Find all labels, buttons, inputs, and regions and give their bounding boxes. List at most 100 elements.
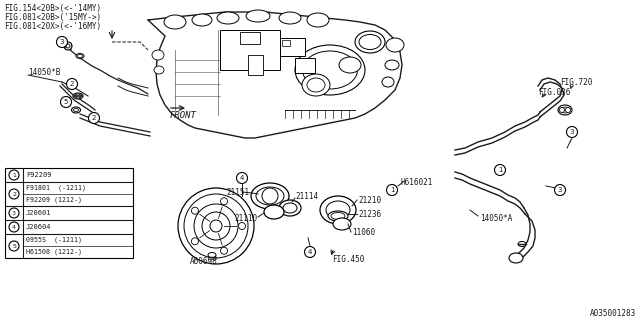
- Bar: [220, 30, 280, 70]
- Ellipse shape: [331, 212, 345, 220]
- Circle shape: [191, 207, 198, 214]
- Circle shape: [191, 238, 198, 245]
- Circle shape: [88, 113, 99, 124]
- Text: H616021: H616021: [400, 178, 433, 187]
- Circle shape: [56, 36, 67, 47]
- Text: 2: 2: [70, 81, 74, 87]
- Text: A60698: A60698: [190, 258, 218, 267]
- Circle shape: [67, 78, 77, 90]
- Text: 2: 2: [92, 115, 96, 121]
- Text: F92209: F92209: [26, 172, 51, 178]
- Bar: [280, 38, 305, 56]
- Ellipse shape: [518, 242, 526, 246]
- Circle shape: [221, 198, 228, 205]
- Ellipse shape: [385, 60, 399, 70]
- Bar: [5, 168, 133, 258]
- Ellipse shape: [192, 14, 212, 26]
- Ellipse shape: [295, 45, 365, 95]
- Ellipse shape: [302, 74, 330, 96]
- Circle shape: [9, 222, 19, 232]
- Text: J20604: J20604: [26, 224, 51, 230]
- Text: 0955S  (-1211): 0955S (-1211): [26, 237, 82, 243]
- Text: 21236: 21236: [358, 210, 381, 219]
- Text: FIG.081<20X>(<-'16MY): FIG.081<20X>(<-'16MY): [4, 21, 101, 30]
- Ellipse shape: [328, 211, 348, 221]
- Circle shape: [566, 126, 577, 138]
- Text: 1: 1: [12, 172, 16, 178]
- Ellipse shape: [279, 12, 301, 24]
- Ellipse shape: [72, 107, 81, 113]
- Text: H61508 (1212-): H61508 (1212-): [26, 249, 82, 255]
- Circle shape: [9, 189, 19, 199]
- Text: FRONT: FRONT: [170, 110, 197, 119]
- Ellipse shape: [279, 200, 301, 216]
- Text: FIG.036: FIG.036: [538, 87, 570, 97]
- Circle shape: [221, 247, 228, 254]
- Text: 21114: 21114: [295, 191, 318, 201]
- Circle shape: [9, 208, 19, 218]
- Ellipse shape: [73, 93, 83, 99]
- Circle shape: [194, 204, 238, 248]
- Text: 4: 4: [240, 175, 244, 181]
- Text: FIG.154<20B>(<-'14MY): FIG.154<20B>(<-'14MY): [4, 4, 101, 12]
- Ellipse shape: [77, 54, 83, 58]
- Text: FIG.450: FIG.450: [332, 255, 364, 265]
- Ellipse shape: [382, 77, 394, 87]
- Circle shape: [210, 220, 222, 232]
- Text: 21151: 21151: [226, 188, 249, 196]
- Ellipse shape: [509, 253, 523, 263]
- Text: A035001283: A035001283: [589, 309, 636, 318]
- Circle shape: [495, 164, 506, 175]
- Ellipse shape: [320, 196, 356, 224]
- Ellipse shape: [164, 15, 186, 29]
- Circle shape: [66, 44, 70, 48]
- Ellipse shape: [251, 183, 289, 209]
- Circle shape: [202, 212, 230, 240]
- Circle shape: [239, 222, 246, 229]
- Text: 3: 3: [12, 211, 16, 215]
- Text: F91801  (-1211): F91801 (-1211): [26, 185, 86, 191]
- Text: 2: 2: [12, 191, 16, 196]
- Text: 5: 5: [64, 99, 68, 105]
- Text: FIG.081<20B>('15MY->): FIG.081<20B>('15MY->): [4, 12, 101, 21]
- Text: 3: 3: [557, 187, 563, 193]
- Circle shape: [237, 172, 248, 183]
- Text: 1: 1: [390, 187, 394, 193]
- Ellipse shape: [561, 107, 569, 113]
- Circle shape: [554, 185, 566, 196]
- Text: 21210: 21210: [358, 196, 381, 204]
- Circle shape: [9, 170, 19, 180]
- Ellipse shape: [386, 38, 404, 52]
- Text: J20601: J20601: [26, 210, 51, 216]
- Text: 1: 1: [498, 167, 502, 173]
- Bar: [248, 55, 263, 75]
- Bar: [240, 32, 260, 44]
- Ellipse shape: [76, 53, 84, 59]
- Text: F92209 (1212-): F92209 (1212-): [26, 197, 82, 203]
- Text: 21110: 21110: [235, 213, 258, 222]
- Ellipse shape: [154, 66, 164, 74]
- Text: 14050*B: 14050*B: [28, 68, 60, 76]
- Circle shape: [9, 241, 19, 251]
- Ellipse shape: [333, 218, 351, 230]
- Circle shape: [64, 42, 72, 50]
- Text: 11060: 11060: [352, 228, 375, 236]
- Ellipse shape: [303, 51, 358, 89]
- Ellipse shape: [355, 31, 385, 53]
- Ellipse shape: [74, 108, 79, 111]
- Text: 4: 4: [308, 249, 312, 255]
- Text: FIG.720: FIG.720: [560, 77, 593, 86]
- Ellipse shape: [307, 13, 329, 27]
- Ellipse shape: [339, 57, 361, 73]
- Circle shape: [387, 185, 397, 196]
- Ellipse shape: [256, 187, 284, 205]
- Ellipse shape: [75, 94, 81, 98]
- Circle shape: [178, 188, 254, 264]
- Bar: [295, 58, 315, 73]
- Circle shape: [184, 194, 248, 258]
- Text: 4: 4: [12, 225, 16, 229]
- Text: 5: 5: [12, 244, 16, 249]
- Text: 3: 3: [570, 129, 574, 135]
- Text: 14050*A: 14050*A: [480, 213, 513, 222]
- Ellipse shape: [359, 35, 381, 50]
